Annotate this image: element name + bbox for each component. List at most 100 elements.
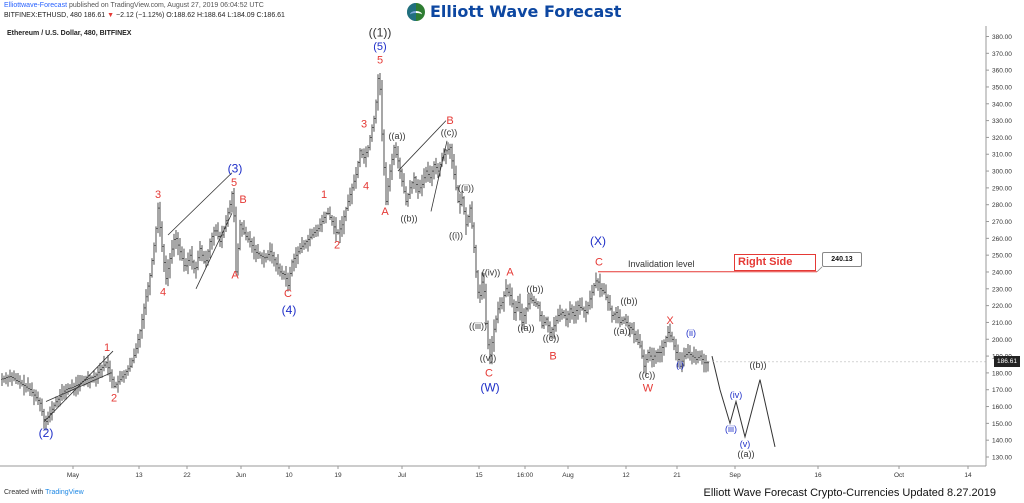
wave-label: B xyxy=(239,194,246,206)
right-side-label: Right Side xyxy=(738,256,793,268)
x-tick-label: Jul xyxy=(398,472,407,479)
wave-label: (i) xyxy=(676,360,684,370)
wave-label: ((v)) xyxy=(480,353,497,363)
wave-label: ((b)) xyxy=(750,360,767,370)
wave-label: 4 xyxy=(363,181,369,193)
x-tick-label: Aug xyxy=(562,472,574,479)
wave-label: C xyxy=(485,367,493,379)
y-tick-label: 210.00 xyxy=(992,320,1012,327)
y-tick-label: 350.00 xyxy=(992,84,1012,91)
channel-line xyxy=(195,212,233,289)
y-tick-label: 180.00 xyxy=(992,370,1012,377)
wave-label: 5 xyxy=(377,54,383,66)
channel-line xyxy=(167,172,233,236)
wave-label: (3) xyxy=(228,162,243,176)
wave-label: ((a)) xyxy=(389,131,406,141)
channel-line xyxy=(397,120,447,172)
wave-label: (W) xyxy=(480,380,499,394)
down-arrow-icon: ▼ xyxy=(107,12,115,19)
wave-label: ((i)) xyxy=(449,230,463,240)
wave-label: B xyxy=(549,350,556,362)
channel-line xyxy=(430,140,448,212)
right-side-box: Right Side xyxy=(734,254,816,271)
ohlc: O:188.62 H:188.64 L:184.09 C:186.61 xyxy=(166,12,285,19)
symbol: BITFINEX:ETHUSD, 480 xyxy=(4,12,82,19)
wave-label: 2 xyxy=(111,392,117,404)
y-tick-label: 230.00 xyxy=(992,286,1012,293)
wave-label: ((c)) xyxy=(441,128,458,138)
wave-label: 1 xyxy=(321,189,327,201)
y-tick-label: 270.00 xyxy=(992,219,1012,226)
y-tick-label: 300.00 xyxy=(992,169,1012,176)
invalidation-label: Invalidation level xyxy=(628,259,695,269)
wave-label: ((iii)) xyxy=(469,321,487,331)
wave-label: (ii) xyxy=(686,328,696,338)
y-tick-label: 340.00 xyxy=(992,101,1012,108)
logo: Elliott Wave Forecast xyxy=(407,2,621,21)
wave-label: ((c)) xyxy=(639,370,656,380)
price-change: −2.12 (−1.12%) xyxy=(116,12,165,19)
x-tick-label: Jun xyxy=(236,472,247,479)
y-tick-label: 220.00 xyxy=(992,303,1012,310)
y-tick-label: 130.00 xyxy=(992,455,1012,462)
wave-label: (2) xyxy=(39,426,54,440)
symbol-info: BITFINEX:ETHUSD, 480 186.61 ▼ −2.12 (−1.… xyxy=(4,12,285,19)
wave-label: ((c)) xyxy=(543,333,560,343)
current-price: 186.61 xyxy=(83,12,106,19)
wave-label: (X) xyxy=(590,234,606,248)
publish-info: Elliottwave-Forecast published on Tradin… xyxy=(4,2,264,9)
wave-label: C xyxy=(595,256,603,268)
x-tick-label: 22 xyxy=(183,472,191,479)
wave-label: ((a)) xyxy=(614,326,631,336)
y-tick-label: 160.00 xyxy=(992,404,1012,411)
x-tick-label: May xyxy=(67,472,80,479)
wave-label: 5 xyxy=(231,177,237,189)
wave-label: ((b)) xyxy=(621,296,638,306)
wave-label: (iii) xyxy=(725,424,737,434)
wave-label: 3 xyxy=(361,118,367,130)
y-tick-label: 240.00 xyxy=(992,269,1012,276)
x-tick-label: 15 xyxy=(475,472,483,479)
wave-label: 1 xyxy=(104,342,110,354)
y-tick-label: 380.00 xyxy=(992,34,1012,41)
logo-text: Elliott Wave Forecast xyxy=(430,2,622,21)
x-tick-label: 16:00 xyxy=(517,472,534,479)
wave-label: 2 xyxy=(334,239,340,251)
y-tick-label: 140.00 xyxy=(992,438,1012,445)
wave-label: X xyxy=(666,315,674,327)
created-with: Created with TradingView xyxy=(4,489,84,496)
publish-text: published on TradingView.com, August 27,… xyxy=(67,2,264,9)
x-tick-label: 13 xyxy=(135,472,143,479)
projection-path xyxy=(711,355,776,448)
wave-label: (5) xyxy=(373,41,386,53)
wave-label: (4) xyxy=(282,303,297,317)
wave-label: ((iv)) xyxy=(482,267,501,277)
publisher-link[interactable]: Elliottwave-Forecast xyxy=(4,2,68,9)
wave-label: 4 xyxy=(160,287,166,299)
y-tick-label: 330.00 xyxy=(992,118,1012,125)
wave-label: W xyxy=(643,382,654,394)
x-tick-label: 16 xyxy=(814,472,822,479)
y-tick-label: 320.00 xyxy=(992,135,1012,142)
tradingview-logo-link[interactable]: TradingView xyxy=(45,489,84,496)
x-tick-label: 14 xyxy=(964,472,972,479)
wave-label: ((a)) xyxy=(738,449,755,459)
x-tick-label: Oct xyxy=(894,472,904,479)
wave-label: A xyxy=(231,270,239,282)
wave-label: ((1)) xyxy=(369,26,392,40)
wave-label: A xyxy=(506,266,514,278)
wave-label: ((ii)) xyxy=(458,183,474,193)
y-tick-label: 250.00 xyxy=(992,253,1012,260)
x-tick-label: 21 xyxy=(673,472,681,479)
wave-label: ((b)) xyxy=(527,284,544,294)
wave-label: (v) xyxy=(740,439,751,449)
channel-line xyxy=(43,350,114,422)
price-bars xyxy=(1,72,709,431)
y-tick-label: 260.00 xyxy=(992,236,1012,243)
globe-icon xyxy=(407,2,425,21)
chart-title: Ethereum / U.S. Dollar, 480, BITFINEX xyxy=(7,30,132,37)
created-with-text: Created with xyxy=(4,489,46,496)
x-tick-label: 10 xyxy=(285,472,293,479)
channel-line xyxy=(45,372,112,402)
